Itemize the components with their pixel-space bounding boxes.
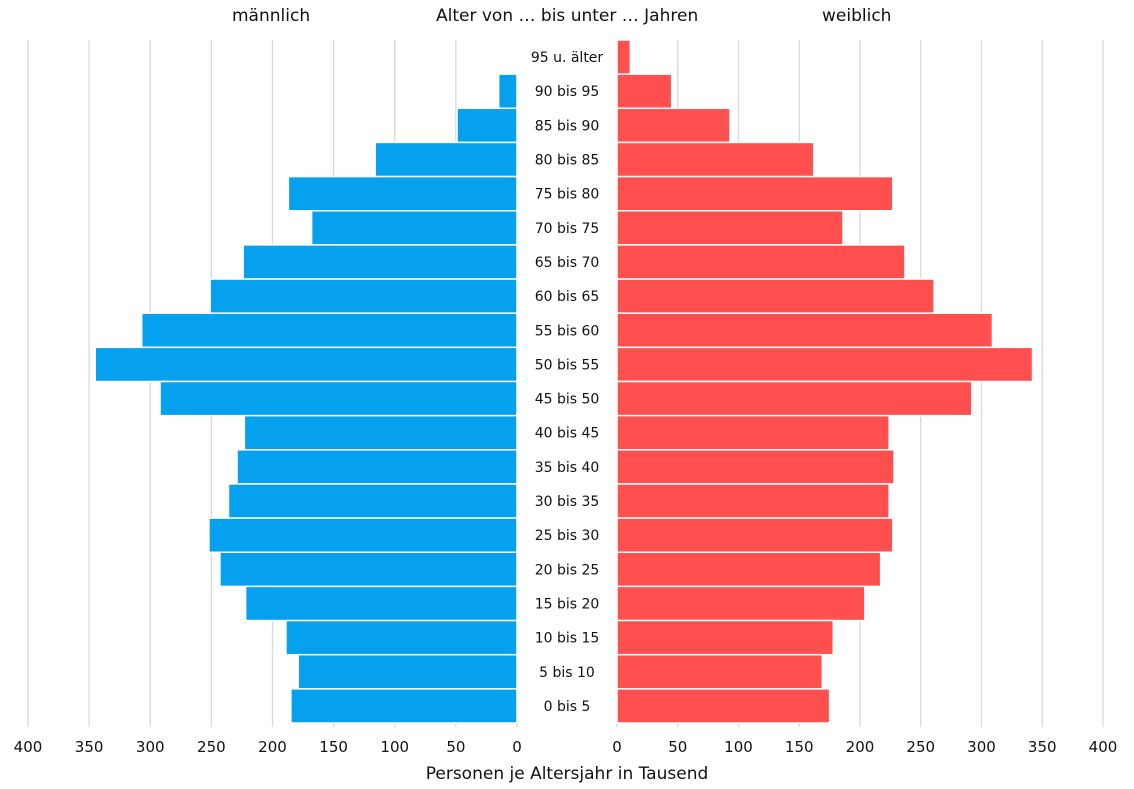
age-group-label: 65 bis 70 [535,255,600,271]
age-group-label: 40 bis 45 [535,426,600,442]
bar-male [140,312,518,349]
x-tick-label: 250 [906,738,935,756]
bar-male [287,175,518,212]
x-tick-label: 400 [1089,738,1118,756]
x-tick-label: 300 [136,738,165,756]
age-group-label: 25 bis 30 [535,528,600,544]
bar-male [227,483,518,519]
bar-female [616,551,882,588]
bar-male [236,449,518,485]
x-tick-label: 100 [724,738,753,756]
bars [94,39,1034,724]
age-group-label: 15 bis 20 [535,596,600,612]
age-group-label: 30 bis 35 [535,494,600,510]
x-tick-label: 300 [967,738,996,756]
bar-female [616,619,835,656]
bar-male [219,551,518,588]
age-group-label: 20 bis 25 [535,562,600,578]
x-tick-label: 0 [512,738,522,756]
bar-male [244,585,518,622]
bar-female [616,483,890,519]
x-tick-label: 150 [785,738,814,756]
bar-male [290,688,518,724]
age-group-label: 80 bis 85 [535,153,600,169]
bar-male [209,278,518,314]
age-group-label: 0 bis 5 [544,699,591,715]
x-tick-label: 50 [668,738,687,756]
x-tick-label: 0 [612,738,622,756]
x-tick-label: 200 [846,738,875,756]
age-group-label: 5 bis 10 [539,665,595,681]
bar-female [616,244,906,280]
x-axis-title: Personen je Altersjahr in Tausend [425,764,709,784]
bar-male [374,141,518,178]
age-group-label: 85 bis 90 [535,118,600,134]
bar-female [616,107,731,144]
age-group-label: 75 bis 80 [535,187,600,203]
bar-male [310,210,518,246]
age-group-label: 55 bis 60 [535,323,600,339]
age-group-label: 95 u. älter [531,50,604,66]
legend-label-female: weiblich [822,6,892,26]
bar-female [616,517,894,553]
x-tick-label: 200 [258,738,287,756]
bar-female [616,175,894,212]
age-group-label: 50 bis 55 [535,357,600,373]
bar-female [616,39,632,75]
x-tick-label: 350 [75,738,104,756]
bar-male [497,73,518,110]
age-group-label: 10 bis 15 [535,631,600,647]
bar-female [616,414,890,451]
x-tick-label: 400 [14,738,43,756]
age-group-label: 90 bis 95 [535,84,600,100]
x-tick-label: 350 [1028,738,1057,756]
bar-male [297,653,518,690]
bar-female [616,688,831,724]
age-group-label: 45 bis 50 [535,392,600,408]
legend-label-male: männlich [232,6,311,26]
bar-male [208,517,518,553]
bar-male [94,346,518,383]
bar-female [616,278,935,314]
bar-female [616,312,994,349]
age-group-label: 35 bis 40 [535,460,600,476]
x-tick-label: 50 [446,738,465,756]
bar-male [285,619,518,656]
bar-male [242,244,518,280]
bar-female [616,585,866,622]
age-axis-title: Alter von … bis unter … Jahren [436,6,699,26]
x-tick-label: 100 [380,738,409,756]
bar-female [616,449,895,485]
age-group-label: 70 bis 75 [535,221,600,237]
bar-male [456,107,518,144]
x-tick-label: 150 [319,738,348,756]
age-group-label: 60 bis 65 [535,289,600,305]
bar-female [616,210,844,246]
bar-female [616,73,673,110]
bar-female [616,346,1034,383]
bar-male [159,380,518,417]
bar-female [616,141,815,178]
age-group-labels: 95 u. älter 90 bis 95 85 bis 90 80 bis 85 75… [531,50,604,715]
x-tick-labels: 0 0 50 50 100 100 150 150 200 200 250 250 300 300 350 3… [14,738,1118,756]
bar-female [616,380,973,417]
bar-female [616,653,824,690]
bar-male [243,414,518,451]
x-tick-label: 250 [197,738,226,756]
bar-male [515,39,518,75]
